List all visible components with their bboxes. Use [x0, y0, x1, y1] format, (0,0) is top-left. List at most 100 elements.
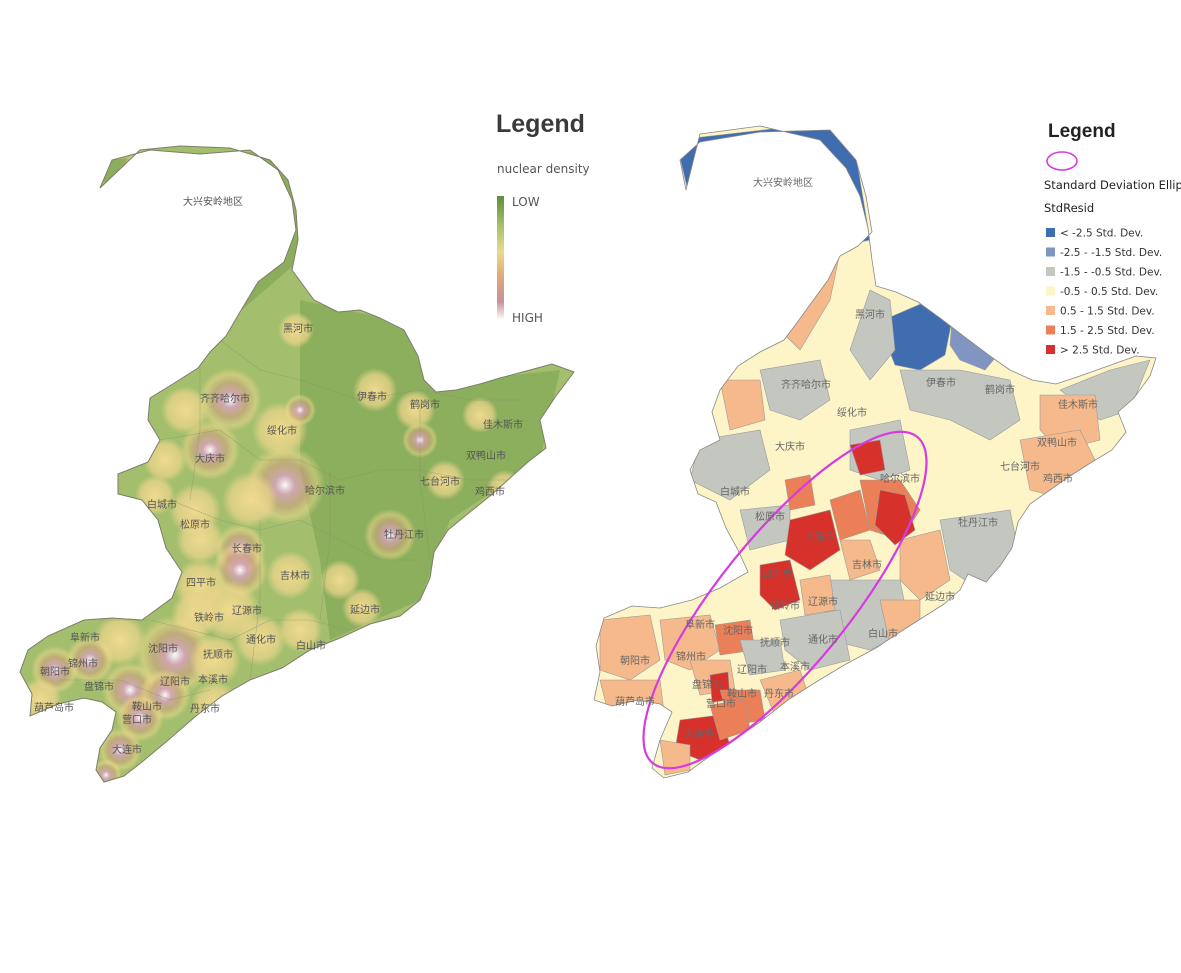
region-polygon [899, 529, 951, 601]
region-label: 鹤岗市 [985, 383, 1015, 396]
region-label: 伊春市 [926, 376, 956, 389]
region-label: 抚顺市 [760, 636, 790, 649]
region-label: 鸡西市 [475, 485, 505, 498]
region-label: 鞍山市 [727, 687, 757, 700]
region-label: 沈阳市 [723, 624, 753, 637]
region-label: 大连市 [112, 743, 142, 756]
density-blob [90, 759, 122, 782]
region-label: 白山市 [868, 627, 898, 640]
region-label: 辽源市 [808, 595, 838, 608]
density-blob [320, 560, 360, 600]
region-label: 七台河市 [1000, 460, 1040, 473]
legend-class-label: > 2.5 Std. Dev. [1060, 345, 1140, 357]
region-label: 鞍山市 [132, 700, 162, 713]
density-blob [284, 394, 316, 426]
region-label: 阜新市 [70, 631, 100, 644]
residual-legend-title: Legend [1048, 121, 1116, 142]
region-label: 丹东市 [190, 702, 220, 715]
region-label: 双鸭山市 [466, 449, 506, 462]
density-blob [342, 588, 382, 628]
density-blob [234, 614, 286, 666]
region-label: 辽阳市 [737, 663, 767, 676]
legend-swatch [1046, 267, 1055, 276]
region-label: 松原市 [180, 518, 210, 531]
region-label: 吉林市 [280, 569, 310, 582]
density-blob [462, 397, 498, 433]
region-label: 盘锦市 [692, 678, 722, 691]
region-label: 鸡西市 [1043, 472, 1073, 485]
region-label: 朝阳市 [620, 654, 650, 667]
region-label: 松原市 [755, 510, 785, 523]
ellipse-legend-label: Standard Deviation Ellipse [1044, 178, 1181, 192]
region-label: 齐齐哈尔市 [200, 392, 250, 405]
legend-class-label: -1.5 - -0.5 Std. Dev. [1060, 267, 1162, 279]
region-label: 本溪市 [780, 660, 810, 673]
region-label: 丹东市 [764, 687, 794, 700]
region-label: 营口市 [122, 713, 152, 726]
region-label: 佳木斯市 [483, 418, 523, 431]
region-polygon [899, 369, 1021, 441]
region-label: 大庆市 [775, 440, 805, 453]
legend-swatch [1046, 228, 1055, 237]
density-blob [222, 472, 278, 528]
region-label: 通化市 [246, 633, 276, 646]
region-label: 大兴安岭地区 [753, 176, 813, 189]
region-label: 四平市 [186, 576, 216, 589]
region-polygon [659, 739, 691, 776]
region-label: 绥化市 [837, 406, 867, 419]
density-blob [161, 386, 209, 434]
region-polygon [689, 429, 771, 501]
region-label: 通化市 [808, 633, 838, 646]
region-label: 葫芦岛市 [615, 695, 655, 708]
density-blob [176, 516, 224, 564]
region-label: 延边市 [350, 603, 380, 616]
region-polygon [839, 539, 881, 581]
region-label: 哈尔滨市 [880, 472, 920, 485]
density-legend-subtitle: nuclear density [497, 162, 590, 176]
region-polygon [739, 639, 786, 676]
region-label: 锦州市 [68, 657, 98, 670]
density-blob [364, 509, 416, 561]
legend-class-label: 0.5 - 1.5 Std. Dev. [1060, 306, 1155, 318]
region-label: 抚顺市 [203, 648, 233, 661]
region-label: 长春市 [805, 530, 835, 543]
region-polygon [719, 379, 766, 431]
region-label: 长春市 [232, 542, 262, 555]
region-label: 牡丹江市 [958, 516, 998, 529]
density-blob [278, 608, 322, 652]
legend-class-label: -0.5 - 0.5 Std. Dev. [1060, 286, 1158, 298]
density-blob [353, 368, 397, 412]
region-polygon [599, 614, 661, 681]
region-label: 阜新市 [685, 618, 715, 631]
density-blobs [20, 149, 523, 782]
density-blob [198, 368, 262, 432]
density-blob [395, 390, 435, 430]
region-label: 辽源市 [232, 604, 262, 617]
density-color-ramp [497, 196, 504, 320]
region-label: 绥化市 [267, 424, 297, 437]
legend-swatch [1046, 345, 1055, 354]
region-label: 延边市 [925, 590, 955, 603]
region-polygon [874, 489, 916, 546]
residual-legend-classes: < -2.5 Std. Dev. -2.5 - -1.5 Std. Dev. -1.… [1046, 228, 1162, 357]
region-label: 牡丹江市 [384, 528, 424, 541]
region-label: 白山市 [296, 639, 326, 652]
density-surface [20, 149, 560, 782]
density-legend: Legend nuclear density LOW HIGH [496, 110, 590, 325]
legend-swatch [1046, 325, 1055, 335]
region-label: 朝阳市 [40, 665, 70, 678]
region-label: 黑河市 [855, 308, 885, 321]
residual-legend: Legend Standard Deviation Ellipse StdRes… [1044, 121, 1181, 357]
legend-swatch [1046, 286, 1055, 296]
standard-deviation-ellipse [642, 430, 928, 770]
region-label: 葫芦岛市 [34, 701, 74, 714]
legend-swatch [1046, 306, 1055, 315]
region-polygon [849, 439, 886, 476]
region-polygon [849, 289, 896, 381]
region-label: 双鸭山市 [1037, 436, 1077, 449]
region-label: 哈尔滨市 [305, 484, 345, 497]
